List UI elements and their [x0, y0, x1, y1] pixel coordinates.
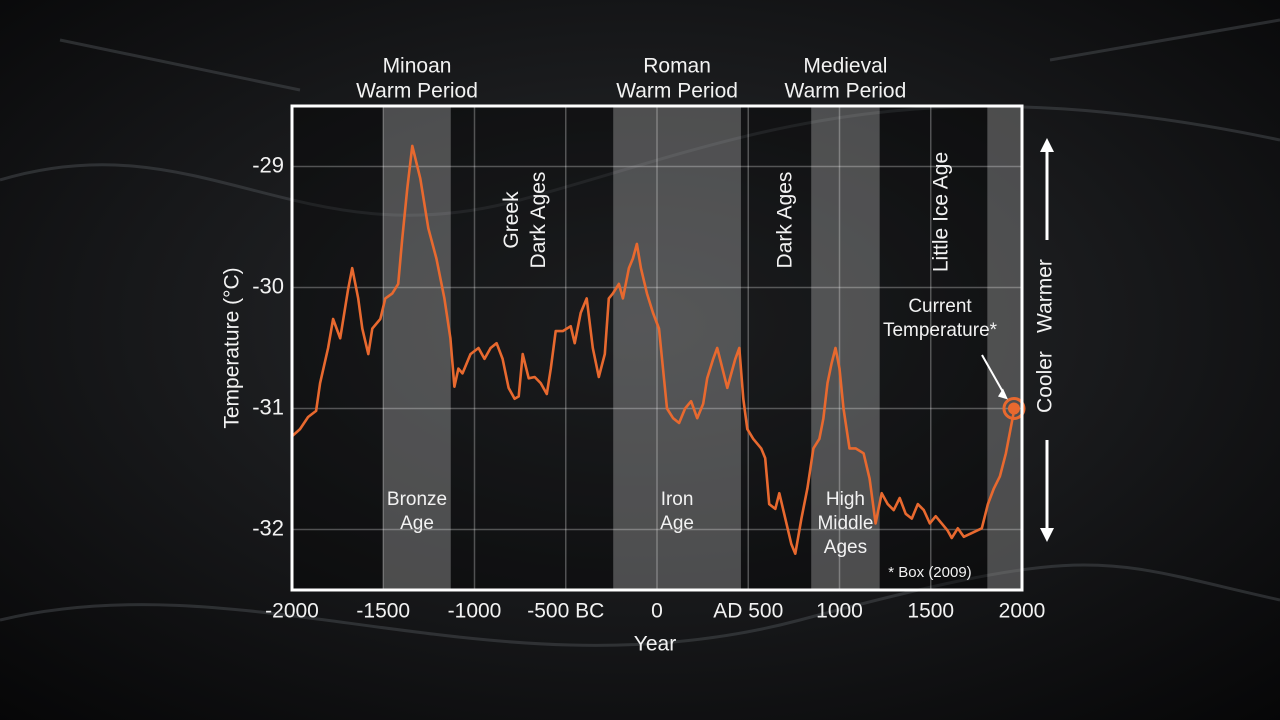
period-bottom-label: Age	[660, 513, 694, 534]
plot-frame	[290, 104, 1024, 592]
side-label-warmer: Warmer	[1034, 259, 1057, 333]
period-top-label: Medieval	[803, 55, 887, 78]
period-bottom-label: Bronze	[387, 489, 447, 510]
period-bottom-label: Iron	[661, 489, 694, 510]
period-top-label: Roman	[643, 55, 711, 78]
x-axis-title: Year	[634, 633, 676, 656]
plot-area	[292, 106, 1022, 590]
x-tick-label: -1500	[356, 600, 410, 623]
shaded-period	[811, 106, 880, 590]
current-temperature-ring	[1002, 397, 1026, 420]
vertical-period-label: Greek	[500, 191, 523, 249]
arrow-down-head	[1040, 528, 1054, 542]
x-tick-label: -2000	[265, 600, 319, 623]
y-tick-label: -29	[252, 152, 284, 177]
x-tick-label: 1500	[907, 600, 954, 623]
side-label-cooler: Cooler	[1034, 351, 1057, 413]
y-tick-label: -31	[252, 394, 284, 419]
vertical-period-label: Little Ice Age	[930, 152, 953, 272]
arrow-up-head	[1040, 138, 1054, 152]
shaded-period	[987, 106, 1022, 590]
period-bottom-label: Ages	[824, 537, 867, 558]
y-axis-title: Temperature (°C)	[221, 267, 244, 428]
annotation-text: Current	[908, 296, 972, 317]
annotation-text: Temperature*	[883, 320, 998, 341]
period-bottom-label: High	[826, 489, 865, 510]
marble-veins	[0, 18, 1280, 647]
vertical-period-label: Dark Ages	[774, 172, 797, 269]
x-tick-label: 2000	[999, 600, 1046, 623]
footnote: * Box (2009)	[888, 564, 971, 581]
period-bottom-label: Middle	[817, 513, 873, 534]
period-top-label: Minoan	[383, 55, 452, 78]
y-tick-label: -30	[252, 273, 284, 298]
temperature-line	[291, 144, 1016, 555]
x-tick-label: -500 BC	[527, 600, 604, 623]
period-top-label: Warm Period	[785, 80, 907, 103]
shaded-period	[383, 106, 451, 590]
annotation-arrow-head	[997, 388, 1008, 400]
x-tick-label: -1000	[448, 600, 502, 623]
vertical-period-label: Dark Ages	[527, 172, 550, 269]
period-bottom-label: Age	[400, 513, 434, 534]
x-tick-label: 1000	[816, 600, 863, 623]
period-top-label: Warm Period	[616, 80, 738, 103]
shaded-period	[613, 106, 741, 590]
annotation-arrow	[981, 354, 1006, 396]
x-tick-label: 0	[651, 600, 663, 623]
y-tick-label: -32	[252, 515, 284, 540]
current-temperature-dot	[1007, 402, 1020, 415]
period-top-label: Warm Period	[356, 80, 478, 103]
x-tick-label: AD 500	[713, 600, 783, 623]
